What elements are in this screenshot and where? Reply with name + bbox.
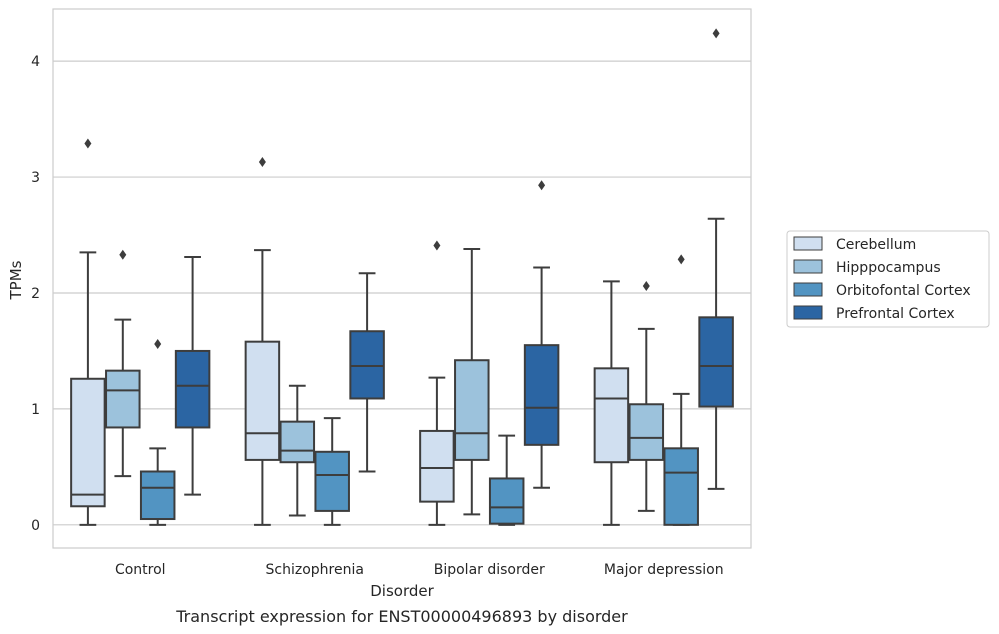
box-body (698, 316, 734, 408)
box-prefrontal-cortex-3 (698, 28, 734, 490)
box-hipppocampus-1 (279, 384, 316, 517)
x-axis-ticks: Control Schizophrenia Bipolar disorder Majo… (115, 562, 724, 578)
box-orbitofontal-cortex-0 (139, 338, 176, 526)
legend-label: Cerebellum (836, 237, 916, 253)
box-body (349, 330, 385, 400)
legend-swatch (793, 305, 823, 320)
box-body (523, 344, 560, 446)
box-cerebellum-3 (593, 280, 630, 526)
chart-caption: Transcript expression for ENST0000049689… (175, 607, 628, 626)
y-axis-title: TPMs (7, 260, 25, 300)
legend-swatch (793, 259, 823, 274)
y-axis-ticks: 0 1 2 3 4 (31, 54, 40, 534)
outlier-point (119, 249, 127, 260)
x-tick-label: Schizophrenia (266, 562, 364, 578)
legend-swatch (793, 282, 823, 297)
legend-label: Prefrontal Cortex (836, 306, 955, 322)
box-body (663, 447, 699, 526)
y-tick-label: 1 (31, 402, 40, 418)
box-body (279, 420, 316, 464)
legend-label: Orbitofontal Cortex (836, 283, 971, 299)
x-tick-label: Control (115, 562, 166, 578)
box-body (628, 403, 665, 461)
box-hipppocampus-3 (628, 281, 665, 512)
box-body (174, 349, 211, 429)
legend-label: Hipppocampus (836, 260, 941, 276)
box-plot-series (70, 28, 734, 526)
box-body (419, 429, 455, 503)
x-axis-title: Disorder (370, 582, 434, 600)
box-prefrontal-cortex-1 (349, 272, 385, 473)
plot-area-frame (52, 8, 752, 549)
y-tick-label: 4 (31, 54, 40, 70)
box-cerebellum-0 (70, 138, 106, 526)
legend: Cerebellum Hipppocampus Orbitofontal Corte… (786, 230, 990, 328)
outlier-point (433, 240, 441, 251)
outlier-point (677, 254, 685, 265)
legend-swatch (793, 236, 823, 251)
x-tick-label: Bipolar disorder (434, 562, 545, 578)
box-hipppocampus-2 (454, 247, 490, 516)
y-tick-label: 3 (31, 170, 40, 186)
box-body (244, 340, 281, 461)
outlier-point (84, 138, 92, 149)
box-body (488, 477, 525, 525)
box-body (70, 377, 106, 508)
outlier-point (538, 180, 546, 191)
x-tick-label: Major depression (604, 562, 724, 578)
box-cerebellum-1 (244, 157, 281, 526)
box-orbitofontal-cortex-1 (314, 417, 350, 526)
outlier-point (712, 28, 720, 39)
box-body (454, 359, 490, 461)
box-prefrontal-cortex-0 (174, 256, 211, 496)
box-cerebellum-2 (419, 240, 455, 526)
outlier-point (642, 281, 650, 292)
y-tick-label: 2 (31, 286, 40, 302)
box-body (139, 470, 176, 521)
legend-items: Cerebellum Hipppocampus Orbitofontal Corte… (793, 236, 971, 322)
box-body (105, 369, 141, 429)
box-prefrontal-cortex-2 (523, 180, 560, 489)
box-body (593, 367, 630, 464)
outlier-point (154, 338, 162, 349)
box-hipppocampus-0 (105, 249, 141, 478)
legend-frame (786, 230, 990, 328)
outlier-point (258, 157, 266, 168)
box-orbitofontal-cortex-2 (488, 434, 525, 526)
box-body (314, 450, 350, 512)
box-orbitofontal-cortex-3 (663, 254, 699, 526)
y-tick-label: 0 (31, 518, 40, 534)
